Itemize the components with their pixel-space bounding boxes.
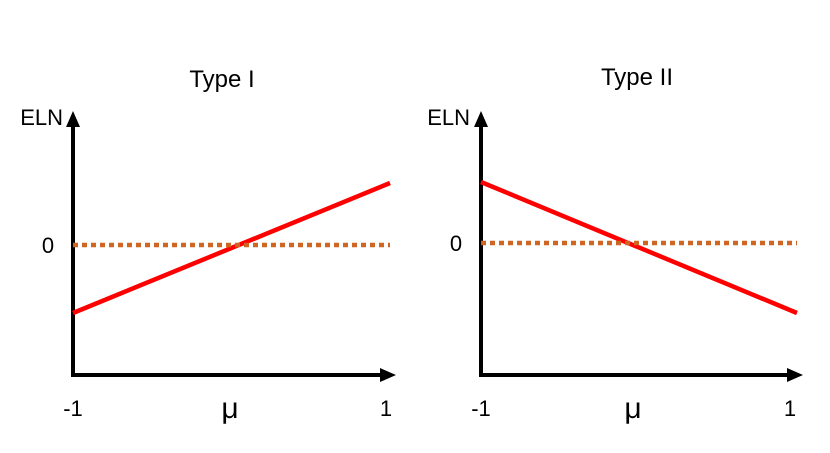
chart-title-2: Type II	[601, 64, 673, 91]
x-axis-label-1: μ	[221, 392, 238, 425]
x-axis-label-2: μ	[624, 392, 641, 425]
y-tick-label-1: 0	[42, 233, 54, 258]
x-tick-min-label-2: -1	[471, 396, 491, 421]
x-tick-min-label-1: -1	[63, 396, 83, 421]
eln-line-1	[72, 180, 391, 316]
chart-title-1: Type I	[189, 66, 254, 93]
y-axis-label-1: ELN	[20, 105, 63, 130]
eln-line-2	[480, 179, 798, 316]
x-tick-max-label-1: 1	[380, 396, 392, 421]
x-axis-arrow-2	[787, 368, 803, 382]
x-tick-max-label-2: 1	[784, 396, 796, 421]
y-axis-label-2: ELN	[427, 105, 470, 130]
x-axis-arrow-1	[380, 368, 396, 382]
y-axis-arrow-1	[66, 111, 80, 127]
y-axis-arrow-2	[474, 111, 488, 127]
y-tick-label-2: 0	[450, 231, 462, 256]
